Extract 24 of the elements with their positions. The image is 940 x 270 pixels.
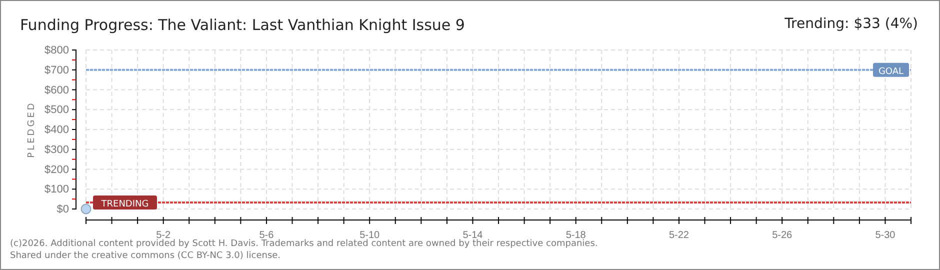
text: Shared under the creative commons (CC BY-NC 3.0) license. <box>10 251 281 261</box>
x-tick-label: 5-30 <box>875 230 896 241</box>
y-tick-label: $300 <box>44 144 69 156</box>
x-tick-label: 5-18 <box>566 230 586 241</box>
y-tick-label: $700 <box>44 64 69 76</box>
y-tick-label: $0 <box>56 204 69 216</box>
y-tick-label: $200 <box>44 164 69 176</box>
y-axis-title: PLEDGED <box>27 101 37 158</box>
y-tick-label: $400 <box>44 124 69 136</box>
ref-line-label: TRENDING <box>100 199 149 210</box>
x-tick-label: 5-2 <box>156 230 172 241</box>
ref-line-label: GOAL <box>878 66 904 77</box>
y-tick-label: $500 <box>44 104 69 116</box>
text: Trending: $33 (4%) <box>784 16 918 32</box>
x-tick-label: 5-26 <box>772 230 793 241</box>
x-tick-label: 5-14 <box>462 230 484 241</box>
y-tick-label: $100 <box>44 184 69 196</box>
x-tick-label: 5-22 <box>668 230 690 241</box>
y-tick-label: $600 <box>44 84 69 96</box>
y-tick-label: $800 <box>44 44 69 57</box>
x-tick-label: 5-6 <box>259 230 274 241</box>
x-tick-label: 5-10 <box>360 230 380 241</box>
text: (c)2026. Additional content provided by Scott H. Davis. Trademarks and related content are owned by their respective companies. <box>10 239 598 249</box>
chart-title: Funding Progress: The Valiant: Last Vanthian Knight Issue 9 <box>20 16 465 34</box>
